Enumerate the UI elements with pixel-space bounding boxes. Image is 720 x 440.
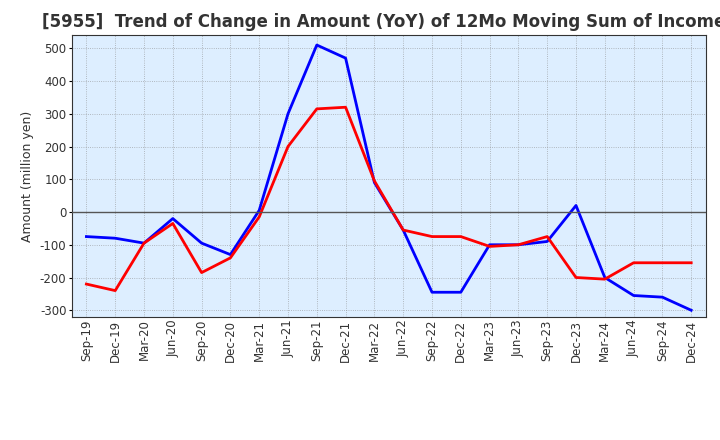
Ordinary Income bbox=[370, 180, 379, 185]
Net Income bbox=[168, 221, 177, 226]
Net Income bbox=[197, 270, 206, 275]
Title: [5955]  Trend of Change in Amount (YoY) of 12Mo Moving Sum of Incomes: [5955] Trend of Change in Amount (YoY) o… bbox=[42, 13, 720, 31]
Ordinary Income bbox=[226, 252, 235, 257]
Ordinary Income bbox=[658, 294, 667, 300]
Net Income bbox=[456, 234, 465, 239]
Ordinary Income bbox=[82, 234, 91, 239]
Net Income bbox=[284, 144, 292, 149]
Ordinary Income bbox=[341, 55, 350, 61]
Ordinary Income bbox=[312, 42, 321, 48]
Ordinary Income bbox=[168, 216, 177, 221]
Net Income bbox=[687, 260, 696, 265]
Net Income bbox=[600, 276, 609, 282]
Ordinary Income bbox=[140, 241, 148, 246]
Net Income bbox=[399, 227, 408, 233]
Line: Ordinary Income: Ordinary Income bbox=[86, 45, 691, 310]
Ordinary Income bbox=[687, 308, 696, 313]
Ordinary Income bbox=[485, 242, 494, 247]
Net Income bbox=[341, 105, 350, 110]
Ordinary Income bbox=[428, 290, 436, 295]
Y-axis label: Amount (million yen): Amount (million yen) bbox=[22, 110, 35, 242]
Net Income bbox=[629, 260, 638, 265]
Ordinary Income bbox=[543, 239, 552, 244]
Line: Net Income: Net Income bbox=[86, 107, 691, 290]
Ordinary Income bbox=[629, 293, 638, 298]
Ordinary Income bbox=[600, 275, 609, 280]
Net Income bbox=[111, 288, 120, 293]
Ordinary Income bbox=[514, 242, 523, 247]
Net Income bbox=[514, 242, 523, 247]
Ordinary Income bbox=[399, 227, 408, 233]
Net Income bbox=[543, 234, 552, 239]
Net Income bbox=[140, 241, 148, 246]
Ordinary Income bbox=[197, 241, 206, 246]
Ordinary Income bbox=[572, 203, 580, 208]
Net Income bbox=[82, 282, 91, 287]
Net Income bbox=[485, 244, 494, 249]
Net Income bbox=[370, 178, 379, 183]
Ordinary Income bbox=[456, 290, 465, 295]
Net Income bbox=[658, 260, 667, 265]
Net Income bbox=[572, 275, 580, 280]
Net Income bbox=[312, 106, 321, 111]
Ordinary Income bbox=[111, 235, 120, 241]
Net Income bbox=[255, 214, 264, 220]
Ordinary Income bbox=[284, 111, 292, 117]
Ordinary Income bbox=[255, 208, 264, 213]
Net Income bbox=[226, 255, 235, 260]
Net Income bbox=[428, 234, 436, 239]
